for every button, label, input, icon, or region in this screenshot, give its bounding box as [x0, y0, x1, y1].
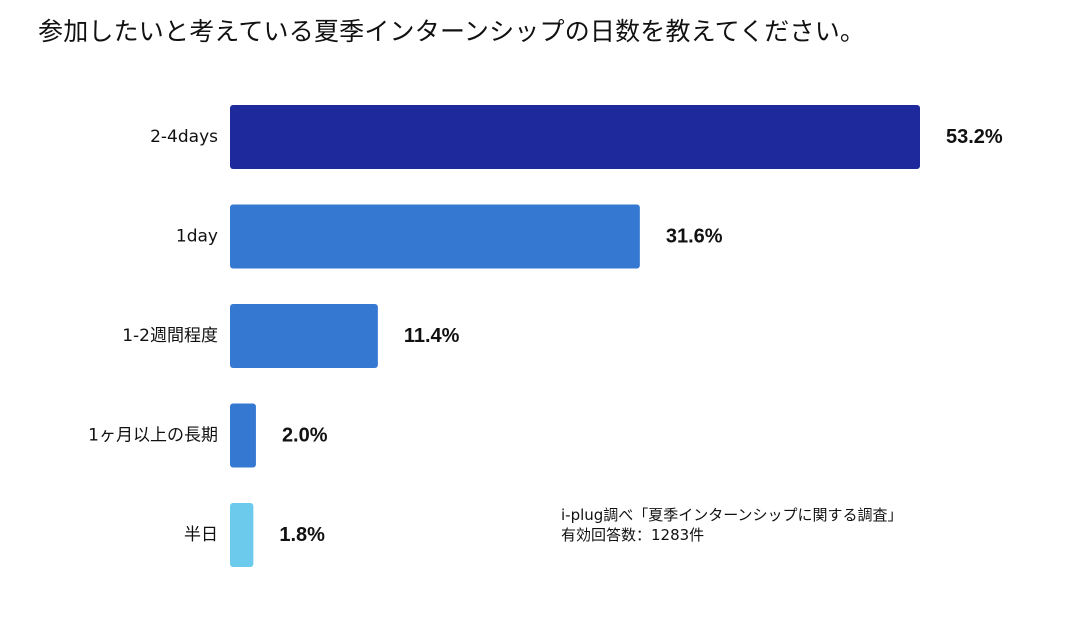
- category-label: 1-2週間程度: [122, 326, 218, 346]
- source-line-1: i-plug調べ「夏季インターンシップに関する調査」: [561, 506, 903, 524]
- source-note: i-plug調べ「夏季インターンシップに関する調査」 有効回答数：1283件: [561, 505, 903, 545]
- value-label: 1.8%: [279, 524, 325, 546]
- chart-title: 参加したいと考えている夏季インターンシップの日数を教えてください。: [38, 17, 866, 46]
- value-label: 53.2%: [946, 126, 1003, 148]
- category-label: 2-4days: [150, 127, 218, 147]
- value-label: 11.4%: [404, 325, 460, 347]
- bar: [230, 304, 378, 368]
- category-label: 半日: [184, 525, 218, 545]
- category-label: 1ヶ月以上の長期: [88, 426, 218, 446]
- source-line-2: 有効回答数：1283件: [561, 526, 705, 544]
- bar: [230, 105, 920, 169]
- category-label: 1day: [176, 227, 218, 247]
- value-label: 2.0%: [282, 425, 328, 447]
- bar: [230, 204, 640, 269]
- bar: [230, 503, 254, 567]
- bar: [230, 403, 256, 468]
- value-label: 31.6%: [666, 226, 723, 248]
